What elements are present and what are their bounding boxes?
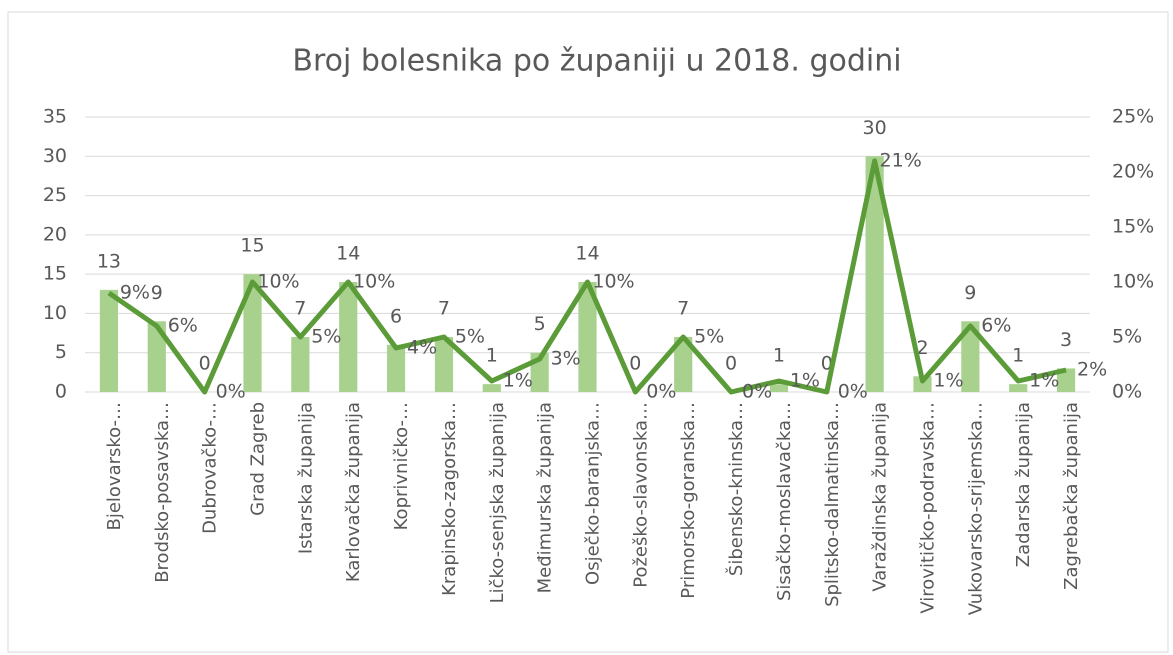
line-value-label: 0% [646, 381, 676, 403]
x-tick-label: Virovitičko-podravska… [918, 402, 939, 614]
line-value-label: 21% [880, 150, 922, 172]
bar-value-label: 7 [677, 298, 689, 320]
bar-value-label: 0 [629, 353, 641, 375]
bar-value-label: 14 [575, 243, 599, 265]
line-value-label: 0% [216, 381, 246, 403]
line-value-label: 1% [790, 370, 820, 392]
x-tick-label: Varaždinska županija [870, 402, 891, 592]
bar [386, 344, 406, 392]
x-tick-label: Koprivničko-… [391, 402, 412, 530]
line-value-label: 10% [257, 271, 299, 293]
line-value-label: 9% [120, 282, 150, 304]
bar-value-label: 14 [336, 243, 360, 265]
x-tick-label: Međimurska županija [535, 402, 556, 593]
x-tick-label: Vukovarsko-srijemska… [965, 402, 986, 615]
bar-value-label: 9 [151, 282, 163, 304]
x-tick-label: Primorsko-goranska… [678, 402, 699, 599]
bar [434, 337, 454, 392]
x-tick-label: Brodsko-posavska… [152, 402, 173, 583]
y-tick-label: 20 [43, 223, 67, 245]
y2-tick-label: 15% [1112, 216, 1154, 238]
line-value-label: 6% [168, 315, 198, 337]
line-value-label: 10% [592, 271, 634, 293]
bar-value-label: 5 [534, 313, 546, 335]
bar-value-label: 30 [863, 117, 887, 139]
line-value-label: 0% [838, 381, 868, 403]
bar-value-label: 9 [964, 282, 976, 304]
x-tick-label: Istarska županija [295, 402, 316, 554]
bar [291, 337, 310, 392]
y-tick-label: 15 [43, 263, 67, 285]
line-value-label: 1% [1029, 370, 1059, 392]
bar [147, 321, 166, 392]
y-tick-label: 35 [43, 106, 67, 128]
bar-value-label: 0 [725, 353, 737, 375]
x-tick-label: Sisačko-moslavačka… [774, 402, 795, 601]
x-tick-label: Splitsko-dalmatinska… [822, 402, 843, 607]
line-value-label: 3% [551, 348, 581, 370]
line-value-label: 5% [311, 326, 341, 348]
chart-title: Broj bolesnika po županiji u 2018. godin… [292, 44, 901, 79]
line-value-label: 4% [407, 337, 437, 359]
line-value-label: 6% [981, 315, 1011, 337]
x-tick-label: Ličko-senjska županija [487, 402, 508, 603]
bar [1009, 384, 1028, 392]
y2-tick-label: 0% [1112, 381, 1142, 403]
bar [243, 274, 262, 392]
y-tick-label: 30 [43, 145, 67, 167]
bar-value-label: 1 [1012, 345, 1024, 367]
bar [339, 282, 358, 392]
line-value-label: 0% [742, 381, 772, 403]
x-tick-label: Krapinsko-zagorska… [439, 402, 460, 596]
line-value-label: 1% [933, 370, 963, 392]
line [107, 158, 1067, 395]
bar-value-label: 7 [294, 298, 306, 320]
bar [674, 337, 693, 392]
bar [99, 289, 119, 392]
y-tick-label: 10 [43, 302, 67, 324]
bar-value-label: 3 [1060, 329, 1072, 351]
x-tick-label: Osječko-baranjska… [583, 402, 604, 585]
y-tick-label: 0 [55, 381, 67, 403]
bar [961, 321, 980, 392]
bar [913, 376, 932, 392]
bar-value-label: 13 [97, 250, 121, 272]
y2-tick-label: 20% [1112, 161, 1154, 183]
bar [578, 282, 597, 392]
line-value-label: 10% [353, 271, 395, 293]
x-tick-label: Šibensko-kninska… [725, 402, 747, 576]
x-tick-label: Karlovačka županija [343, 402, 364, 582]
line-value-label: 5% [694, 326, 724, 348]
x-tick-label: Grad Zagreb [248, 402, 269, 516]
y2-tick-label: 25% [1112, 106, 1154, 128]
bar [769, 384, 789, 392]
line-value-label: 5% [455, 326, 485, 348]
bar [1056, 368, 1076, 392]
bar [865, 156, 884, 392]
y-tick-label: 25 [43, 184, 67, 206]
bar-value-label: 6 [390, 305, 402, 327]
line-value-label: 2% [1077, 359, 1107, 381]
bar-value-label: 0 [199, 353, 211, 375]
bar-value-label: 7 [438, 298, 450, 320]
bar-value-label: 1 [486, 345, 498, 367]
y2-tick-label: 10% [1112, 271, 1154, 293]
bar-value-label: 1 [773, 345, 785, 367]
bar-value-label: 2 [916, 337, 928, 359]
x-tick-label: Bjelovarsko-… [104, 402, 125, 531]
x-tick-label: Požeško-slavonska… [630, 402, 651, 588]
line-value-label: 1% [503, 370, 533, 392]
bar-value-label: 15 [240, 235, 264, 257]
bar [482, 384, 501, 392]
x-tick-label: Zadarska županija [1013, 402, 1034, 567]
x-tick-label: Dubrovačko-… [200, 402, 221, 534]
y2-tick-label: 5% [1112, 326, 1142, 348]
y-tick-label: 5 [55, 341, 67, 363]
x-tick-label: Zagrebačka županija [1061, 402, 1082, 590]
